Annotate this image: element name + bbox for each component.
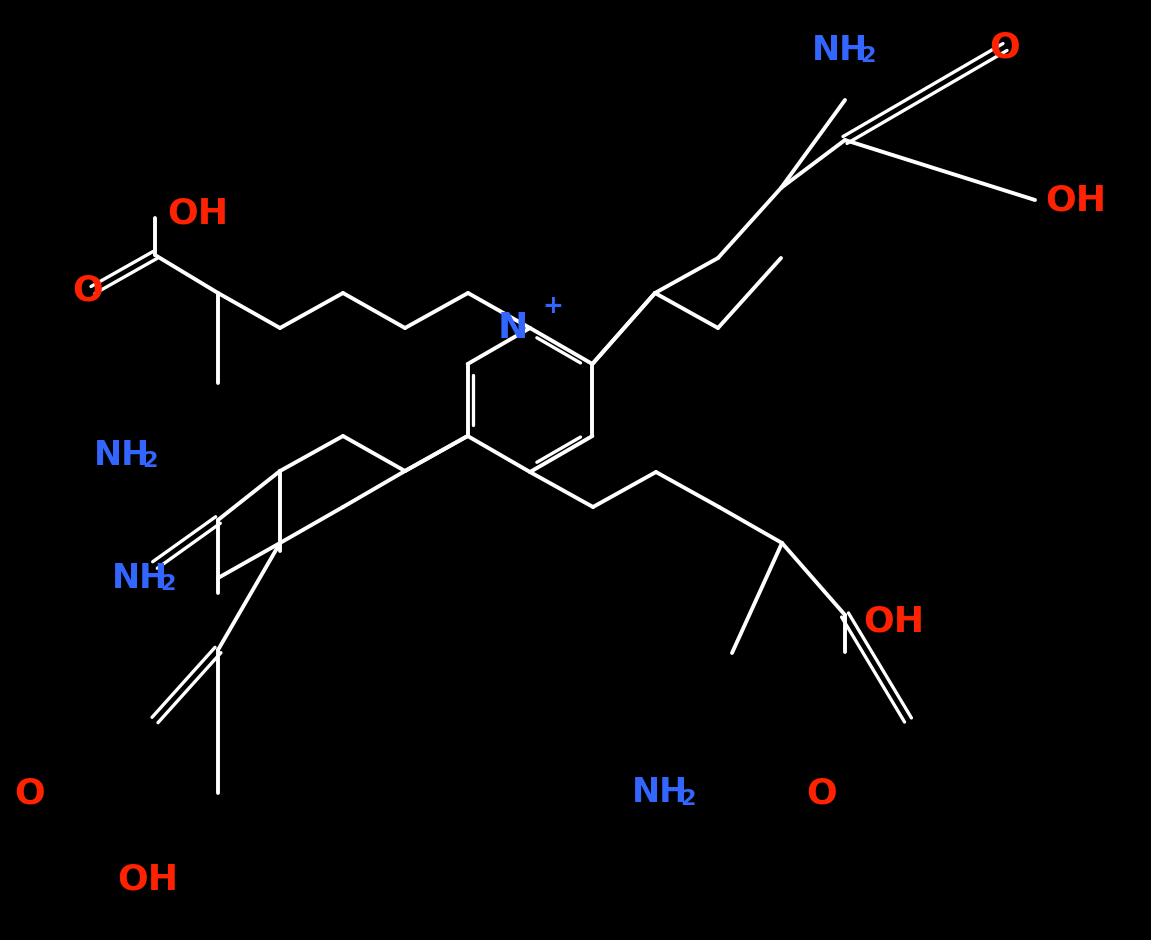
Text: NH: NH <box>811 34 868 67</box>
Text: OH: OH <box>1045 183 1106 217</box>
Text: O: O <box>990 30 1021 64</box>
Text: OH: OH <box>863 605 924 639</box>
Text: OH: OH <box>167 196 228 230</box>
Text: 2: 2 <box>160 574 176 594</box>
Text: NH: NH <box>632 776 688 809</box>
Text: +: + <box>542 294 563 318</box>
Text: 2: 2 <box>680 789 695 809</box>
Text: 2: 2 <box>143 451 158 471</box>
Text: O: O <box>15 776 45 810</box>
Text: N: N <box>497 311 528 345</box>
Text: OH: OH <box>117 863 178 897</box>
Text: O: O <box>807 776 838 810</box>
Text: O: O <box>73 273 104 307</box>
Text: NH: NH <box>112 561 168 594</box>
Text: 2: 2 <box>860 46 876 66</box>
Text: NH: NH <box>94 438 150 472</box>
